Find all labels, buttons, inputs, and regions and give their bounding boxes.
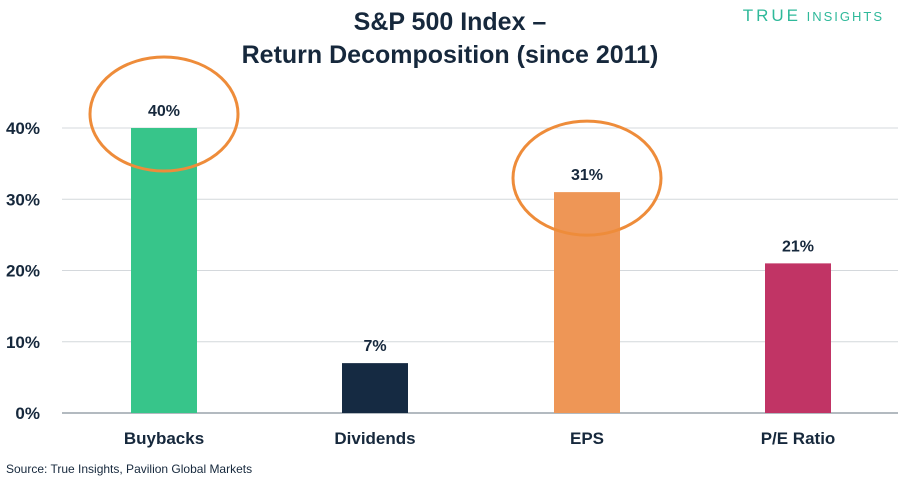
- y-tick-label: 30%: [6, 190, 40, 209]
- data-label: 7%: [363, 338, 386, 355]
- bar: [554, 192, 620, 413]
- y-tick-label: 40%: [6, 119, 40, 138]
- category-label: EPS: [570, 429, 604, 448]
- category-label: P/E Ratio: [761, 429, 836, 448]
- chart-title-line1: S&P 500 Index –: [353, 8, 547, 36]
- source-note: Source: True Insights, Pavilion Global M…: [6, 462, 253, 476]
- highlight-circle: [511, 119, 663, 237]
- bar: [765, 263, 831, 413]
- category-label: Dividends: [334, 429, 415, 448]
- y-tick-label: 0%: [15, 404, 40, 423]
- brand-name-secondary: INSIGHTS: [806, 9, 884, 24]
- bar: [131, 128, 197, 413]
- data-label: 21%: [782, 238, 814, 255]
- y-tick-label: 20%: [6, 262, 40, 281]
- chart-title-line2: Return Decomposition (since 2011): [241, 41, 659, 69]
- data-label: 40%: [148, 103, 180, 120]
- brand-logo: TRUE INSIGHTS: [743, 6, 884, 26]
- chart-title: S&P 500 Index – Return Decomposition (si…: [0, 6, 900, 72]
- y-tick-label: 10%: [6, 333, 40, 352]
- bar: [342, 363, 408, 413]
- highlight-circle: [88, 55, 240, 173]
- category-label: Buybacks: [124, 429, 204, 448]
- brand-name-primary: TRUE: [742, 6, 801, 25]
- data-label: 31%: [571, 167, 603, 184]
